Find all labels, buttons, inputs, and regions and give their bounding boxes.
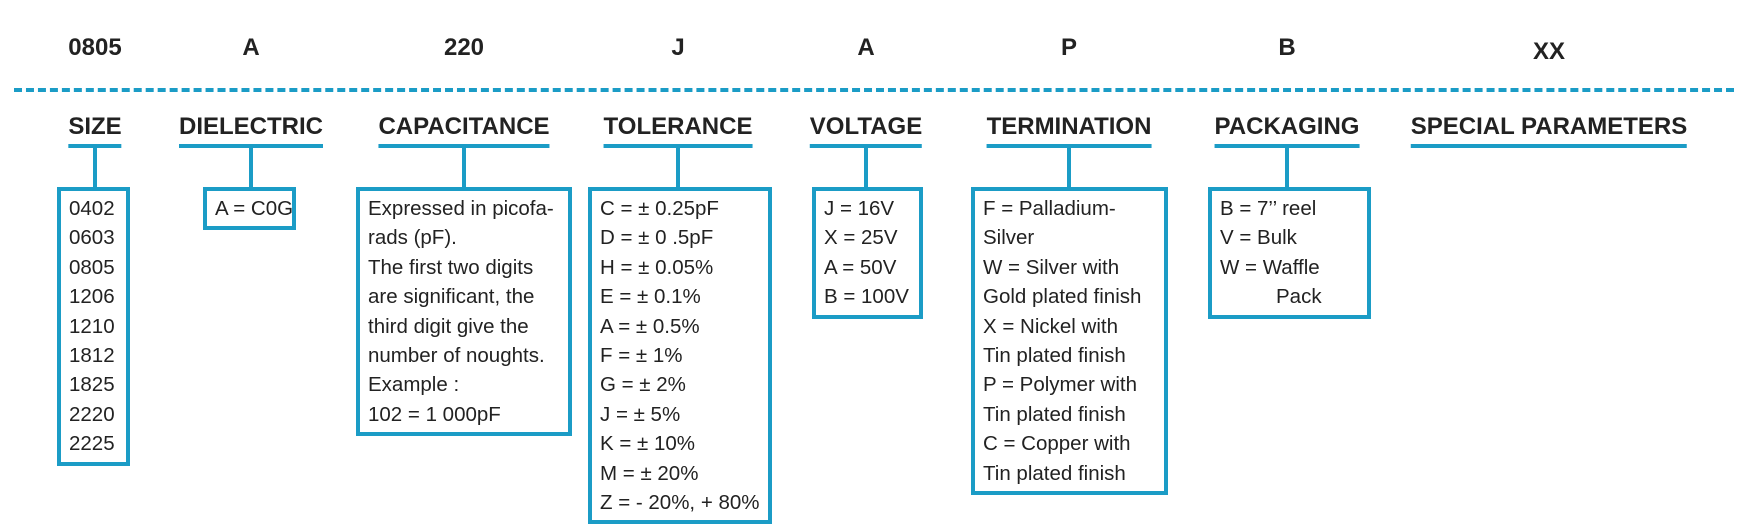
option-item: Example : [368,373,460,397]
options-box-packaging: B = 7’’ reel V = Bulk W = Waffle Pack [1208,187,1371,319]
option-item: 1206 [69,285,115,309]
options-box-termination: F = Palladium- Silver W = Silver with Go… [971,187,1168,496]
option-item: A = C0G [215,197,294,220]
option-item: Silver [983,226,1035,250]
connector-termination [1067,146,1071,189]
option-item: B = 100V [824,285,909,309]
option-item: Pack [1276,285,1322,309]
option-item: C = Copper with [983,432,1131,456]
option-item: Gold plated finish [983,285,1142,309]
option-item: H = ± 0.05% [600,255,714,279]
option-item: A = ± 0.5% [600,314,700,338]
code-capacitance: 220 [443,34,485,61]
option-item: The first two digits [368,255,534,279]
option-item: Tin plated finish [983,344,1126,368]
label-capacitance: CAPACITANCE [378,113,550,148]
option-item: 1825 [69,373,115,397]
option-item: P = Polymer with [983,373,1138,397]
option-item: are significant, the [368,285,535,309]
option-item: W = Silver with [983,255,1120,279]
label-size: SIZE [68,113,122,148]
options-box-voltage: J = 16V X = 25V A = 50V B = 100V [812,187,923,319]
option-item: Z = - 20%, + 80% [600,491,760,515]
option-item: G = ± 2% [600,373,686,397]
dashed-divider [14,88,1734,92]
label-special-parameters: SPECIAL PARAMETERS [1410,113,1688,148]
option-item: 1210 [69,314,115,338]
option-item: third digit give the [368,314,529,338]
options-box-tolerance: C = ± 0.25pF D = ± 0 .5pF H = ± 0.05% E … [588,187,772,525]
code-dielectric: A [242,34,260,61]
code-special-parameters: XX [1532,38,1566,65]
option-item: M = ± 20% [600,461,699,485]
connector-capacitance [462,146,466,189]
label-packaging: PACKAGING [1214,113,1360,148]
option-item: B = 7’’ reel [1220,197,1317,220]
option-item: 2220 [69,402,115,426]
option-item: number of noughts. [368,344,545,368]
option-item: Expressed in picofa- [368,197,554,220]
connector-voltage [864,146,868,189]
option-item: W = Waffle [1220,255,1320,279]
label-termination: TERMINATION [986,113,1152,148]
option-item: J = ± 5% [600,402,681,426]
label-voltage: VOLTAGE [809,113,923,148]
code-packaging: B [1278,34,1296,61]
options-box-size: 0402 0603 0805 1206 1210 1812 1825 2220 … [57,187,130,466]
option-item: 0603 [69,226,115,250]
option-item: X = 25V [824,226,898,250]
option-item: F = ± 1% [600,344,683,368]
label-tolerance: TOLERANCE [603,113,753,148]
option-item: 102 = 1 000pF [368,402,501,426]
connector-size [93,146,97,189]
label-dielectric: DIELECTRIC [179,113,323,148]
connector-dielectric [249,146,253,189]
option-item: A = 50V [824,255,897,279]
option-item: 0402 [69,197,115,220]
option-item: E = ± 0.1% [600,285,701,309]
code-size: 0805 [68,34,122,61]
options-box-capacitance: Expressed in picofa- rads (pF). The firs… [356,187,572,437]
option-item: 0805 [69,255,115,279]
options-box-dielectric: A = C0G [203,187,296,231]
code-voltage: A [857,34,875,61]
option-item: rads (pF). [368,226,457,250]
connector-tolerance [676,146,680,189]
connector-packaging [1285,146,1289,189]
option-item: J = 16V [824,197,895,220]
option-item: C = ± 0.25pF [600,197,719,220]
option-item: F = Palladium- [983,197,1116,220]
option-item: D = ± 0 .5pF [600,226,714,250]
option-item: Tin plated finish [983,402,1126,426]
option-item: Tin plated finish [983,461,1126,485]
option-item: 2225 [69,432,115,456]
code-termination: P [1060,34,1078,61]
option-item: V = Bulk [1220,226,1297,250]
code-tolerance: J [671,34,685,61]
option-item: X = Nickel with [983,314,1119,338]
option-item: 1812 [69,344,115,368]
option-item: K = ± 10% [600,432,696,456]
